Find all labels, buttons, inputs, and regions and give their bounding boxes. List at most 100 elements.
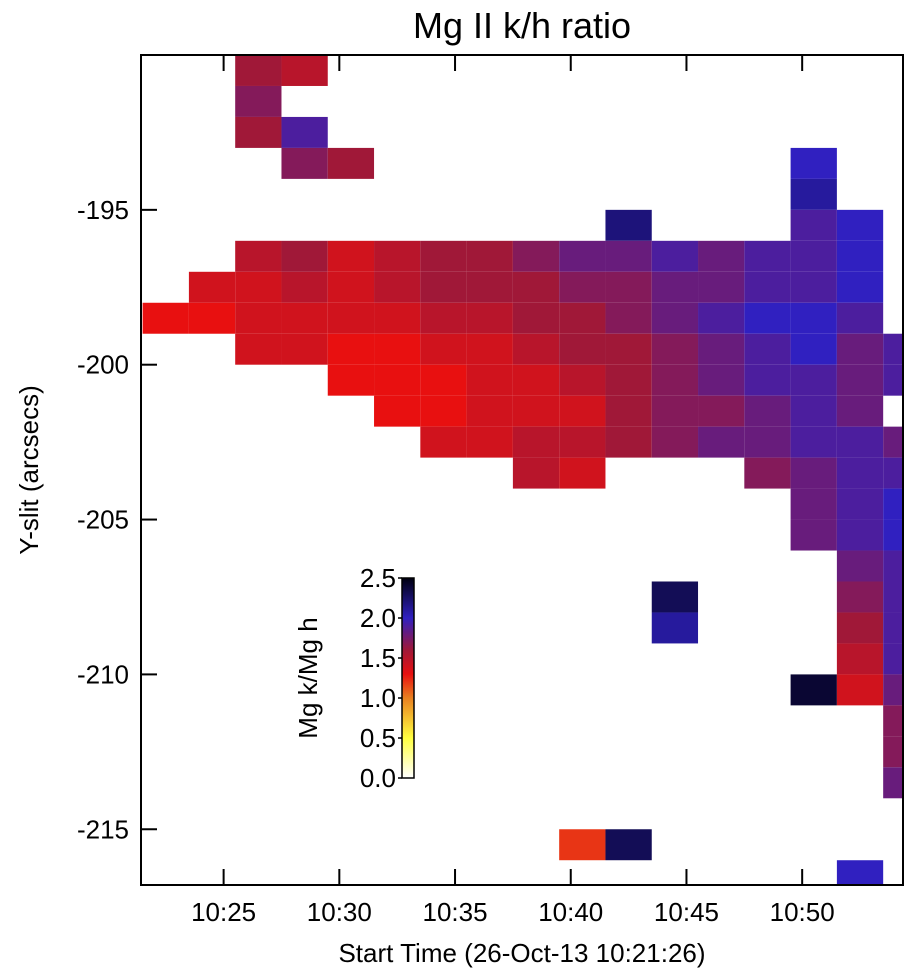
heatmap-cell xyxy=(651,581,699,613)
heatmap-cell xyxy=(420,271,467,303)
heatmap-cell xyxy=(235,55,282,86)
heatmap-cell xyxy=(559,333,606,365)
heatmap-cell xyxy=(235,302,282,334)
heatmap-cell xyxy=(512,457,560,489)
heatmap-cell xyxy=(327,364,375,396)
heatmap-cell xyxy=(790,674,837,706)
heatmap-cell xyxy=(559,271,606,303)
heatmap-cell xyxy=(651,271,699,303)
heatmap-cell xyxy=(883,457,904,489)
heatmap-cell xyxy=(235,240,282,272)
heatmap-cell xyxy=(605,333,652,365)
heatmap-cell xyxy=(605,364,652,396)
heatmap-cell xyxy=(698,302,745,334)
heatmap-cell xyxy=(559,364,606,396)
heatmap-cell xyxy=(836,364,884,396)
heatmap-cell xyxy=(327,333,375,365)
heatmap-cell xyxy=(559,829,606,861)
colorbar-tick-label: 2.0 xyxy=(360,603,396,633)
heatmap-cell xyxy=(790,395,837,427)
plot-frame xyxy=(140,54,904,886)
heatmap-cell xyxy=(836,488,884,520)
heatmap-cell xyxy=(744,457,791,489)
heatmap-cell xyxy=(235,85,282,117)
heatmap-cell xyxy=(883,581,904,613)
heatmap-cell xyxy=(420,364,467,396)
colorbar-tick-label: 0.0 xyxy=(360,763,396,793)
heatmap-cell xyxy=(605,302,652,334)
y-tick-label: -205 xyxy=(77,505,129,535)
heatmap-cell xyxy=(790,364,837,396)
y-tick-label: -200 xyxy=(77,350,129,380)
heatmap-cell xyxy=(651,395,699,427)
heatmap-cell xyxy=(790,457,837,489)
heatmap-cell xyxy=(188,302,236,334)
heatmap-cell xyxy=(374,240,421,272)
heatmap-cell xyxy=(883,736,904,768)
heatmap-cell xyxy=(883,767,904,799)
heatmap-cell xyxy=(559,426,606,458)
heatmap-cell xyxy=(836,860,884,885)
x-tick-label: 10:40 xyxy=(538,897,603,927)
colorbar xyxy=(401,577,415,779)
y-tick-label: -210 xyxy=(77,659,129,689)
heatmap-cell xyxy=(281,333,328,365)
chart-title: Mg II k/h ratio xyxy=(413,5,631,46)
heatmap-cell xyxy=(790,147,837,179)
heatmap xyxy=(142,55,904,885)
axes: 10:25 10:30 10:35 10:40 10:45 10:50 -195 -200 -2… xyxy=(77,54,904,927)
heatmap-cell xyxy=(327,271,375,303)
x-tick-label: 10:25 xyxy=(191,897,256,927)
heatmap-cell xyxy=(512,333,560,365)
heatmap-cell xyxy=(744,426,791,458)
heatmap-cell xyxy=(651,302,699,334)
heatmap-cell xyxy=(698,333,745,365)
heatmap-cell xyxy=(744,302,791,334)
heatmap-cell xyxy=(605,829,652,861)
heatmap-cell xyxy=(605,240,652,272)
heatmap-cell xyxy=(374,271,421,303)
heatmap-cell xyxy=(559,457,606,489)
heatmap-cell xyxy=(235,116,282,148)
heatmap-cell xyxy=(512,395,560,427)
x-tick-label: 10:30 xyxy=(307,897,372,927)
heatmap-cell xyxy=(559,395,606,427)
heatmap-cell xyxy=(466,426,513,458)
heatmap-cell xyxy=(836,302,884,334)
heatmap-cell xyxy=(512,302,560,334)
heatmap-cell xyxy=(744,240,791,272)
heatmap-cell xyxy=(142,302,189,334)
heatmap-cell xyxy=(790,333,837,365)
y-tick-label: -215 xyxy=(77,814,129,844)
heatmap-cell xyxy=(374,364,421,396)
heatmap-cell xyxy=(235,333,282,365)
heatmap-cell xyxy=(744,364,791,396)
y-tick-label: -195 xyxy=(77,195,129,225)
heatmap-cell xyxy=(698,364,745,396)
y-axis-label: Y-slit (arcsecs) xyxy=(14,385,44,555)
heatmap-cell xyxy=(883,333,904,365)
colorbar-tick-label: 2.5 xyxy=(360,563,396,593)
heatmap-cell xyxy=(420,302,467,334)
heatmap-cell xyxy=(790,488,837,520)
heatmap-cell xyxy=(836,581,884,613)
heatmap-cell xyxy=(883,674,904,706)
heatmap-cell xyxy=(836,333,884,365)
heatmap-cell xyxy=(698,271,745,303)
heatmap-cell xyxy=(605,209,652,241)
heatmap-cell xyxy=(790,209,837,241)
heatmap-cell xyxy=(883,426,904,458)
heatmap-cell xyxy=(883,364,904,396)
heatmap-cell xyxy=(281,116,328,148)
heatmap-cell xyxy=(790,302,837,334)
heatmap-cell xyxy=(466,240,513,272)
heatmap-cell xyxy=(698,395,745,427)
heatmap-cell xyxy=(466,395,513,427)
heatmap-cell xyxy=(374,302,421,334)
heatmap-cell xyxy=(374,395,421,427)
heatmap-cell xyxy=(466,333,513,365)
heatmap-cell xyxy=(836,395,884,427)
heatmap-cell xyxy=(559,240,606,272)
heatmap-cell xyxy=(836,271,884,303)
